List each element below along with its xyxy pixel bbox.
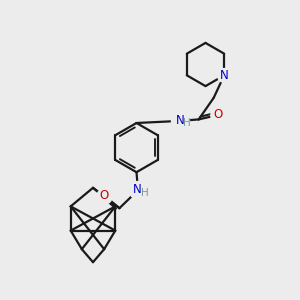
Text: N: N bbox=[220, 69, 229, 82]
Text: H: H bbox=[183, 118, 190, 128]
Text: O: O bbox=[100, 189, 109, 202]
Text: N: N bbox=[176, 114, 184, 127]
Text: N: N bbox=[133, 183, 142, 196]
Text: H: H bbox=[141, 188, 148, 198]
Text: O: O bbox=[214, 108, 223, 122]
